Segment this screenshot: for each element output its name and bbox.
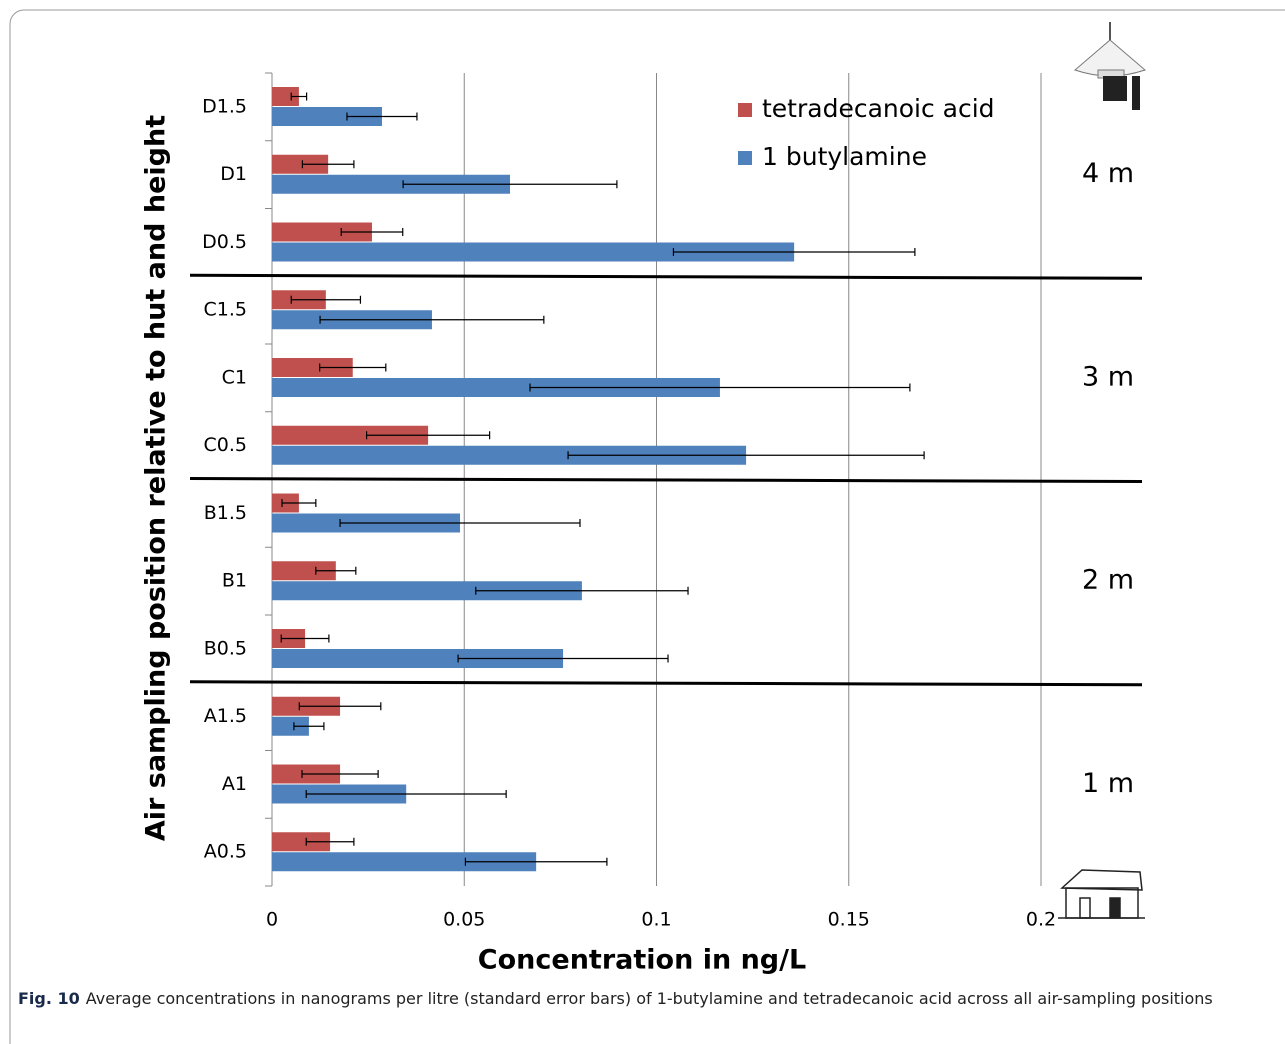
error-bar [365, 431, 491, 440]
bar [272, 581, 582, 601]
x-axis-label: Concentration in ng/L [478, 945, 806, 976]
x-tick-label: 0.05 [443, 909, 485, 931]
error-bar [346, 112, 418, 121]
bar [272, 445, 747, 465]
legend-swatch [738, 151, 752, 165]
y-tick-label: B1.5 [204, 502, 247, 524]
error-bar [301, 770, 379, 778]
group-separator [189, 273, 1143, 280]
error-bar [340, 228, 404, 236]
y-tick-label: D0.5 [202, 231, 247, 253]
error-bar [475, 586, 689, 595]
error-bar [301, 160, 355, 169]
caption-text: Average concentrations in nanograms per … [85, 989, 1213, 1008]
error-bar [672, 248, 916, 256]
lamp-icon [1074, 22, 1146, 110]
group-label: 3 m [1082, 361, 1134, 392]
bar [272, 242, 795, 262]
bar [272, 716, 309, 736]
y-tick-label: C1 [222, 366, 247, 388]
y-tick-label: B1 [222, 570, 247, 592]
bar [272, 154, 329, 174]
y-tick-label: D1.5 [202, 95, 247, 117]
bar [272, 649, 564, 668]
error-bar [339, 519, 581, 527]
error-bar [290, 295, 362, 304]
bar [272, 852, 537, 872]
bar [272, 561, 336, 581]
x-tick-label: 0.1 [641, 909, 671, 931]
hut-icon [1058, 869, 1145, 919]
error-bar [457, 654, 669, 663]
error-bar [305, 790, 507, 798]
error-bar [280, 634, 330, 643]
frame [9, 9, 1285, 1044]
y-tick-label: A1 [222, 773, 247, 795]
group-separator [189, 680, 1143, 687]
bar [272, 378, 720, 397]
y-tick-label: D1 [220, 163, 247, 185]
y-tick-label: B0.5 [204, 637, 247, 659]
caption-label: Fig. 10 [18, 989, 80, 1008]
x-tick-label: 0 [266, 909, 278, 931]
bar [272, 425, 429, 445]
bar [272, 222, 372, 242]
error-bar [293, 722, 325, 731]
error-bar [290, 92, 308, 101]
group-separator [189, 477, 1143, 483]
y-tick-label: C0.5 [204, 434, 247, 456]
error-bar [281, 499, 317, 507]
group-label: 2 m [1082, 565, 1134, 596]
x-tick-label: 0.2 [1026, 909, 1056, 931]
error-bar [402, 180, 618, 189]
y-tick-label: A1.5 [204, 705, 247, 727]
error-bar [305, 837, 355, 846]
y-axis-label: Air sampling position relative to hut an… [141, 115, 172, 841]
legend-swatch [738, 103, 752, 117]
group-label: 1 m [1082, 768, 1134, 799]
bar [272, 358, 353, 377]
legend-label: tetradecanoic acid [762, 94, 995, 123]
caption: Fig. 10 Average concentrations in nanogra… [18, 986, 1218, 1011]
error-bar [529, 383, 911, 392]
error-bar [315, 566, 357, 575]
bar [272, 107, 382, 126]
x-tick-label: 0.15 [828, 909, 870, 931]
y-tick-label: A0.5 [204, 841, 247, 863]
bar [272, 832, 331, 852]
error-bar [298, 702, 382, 711]
error-bar [319, 363, 387, 372]
group-label: 4 m [1082, 158, 1134, 189]
error-bar [464, 857, 608, 866]
y-tick-label: C1.5 [204, 299, 247, 321]
bar [272, 174, 511, 194]
error-bar [567, 451, 925, 460]
bar [272, 87, 299, 106]
error-bar [319, 315, 545, 324]
legend-label: 1 butylamine [762, 142, 927, 171]
